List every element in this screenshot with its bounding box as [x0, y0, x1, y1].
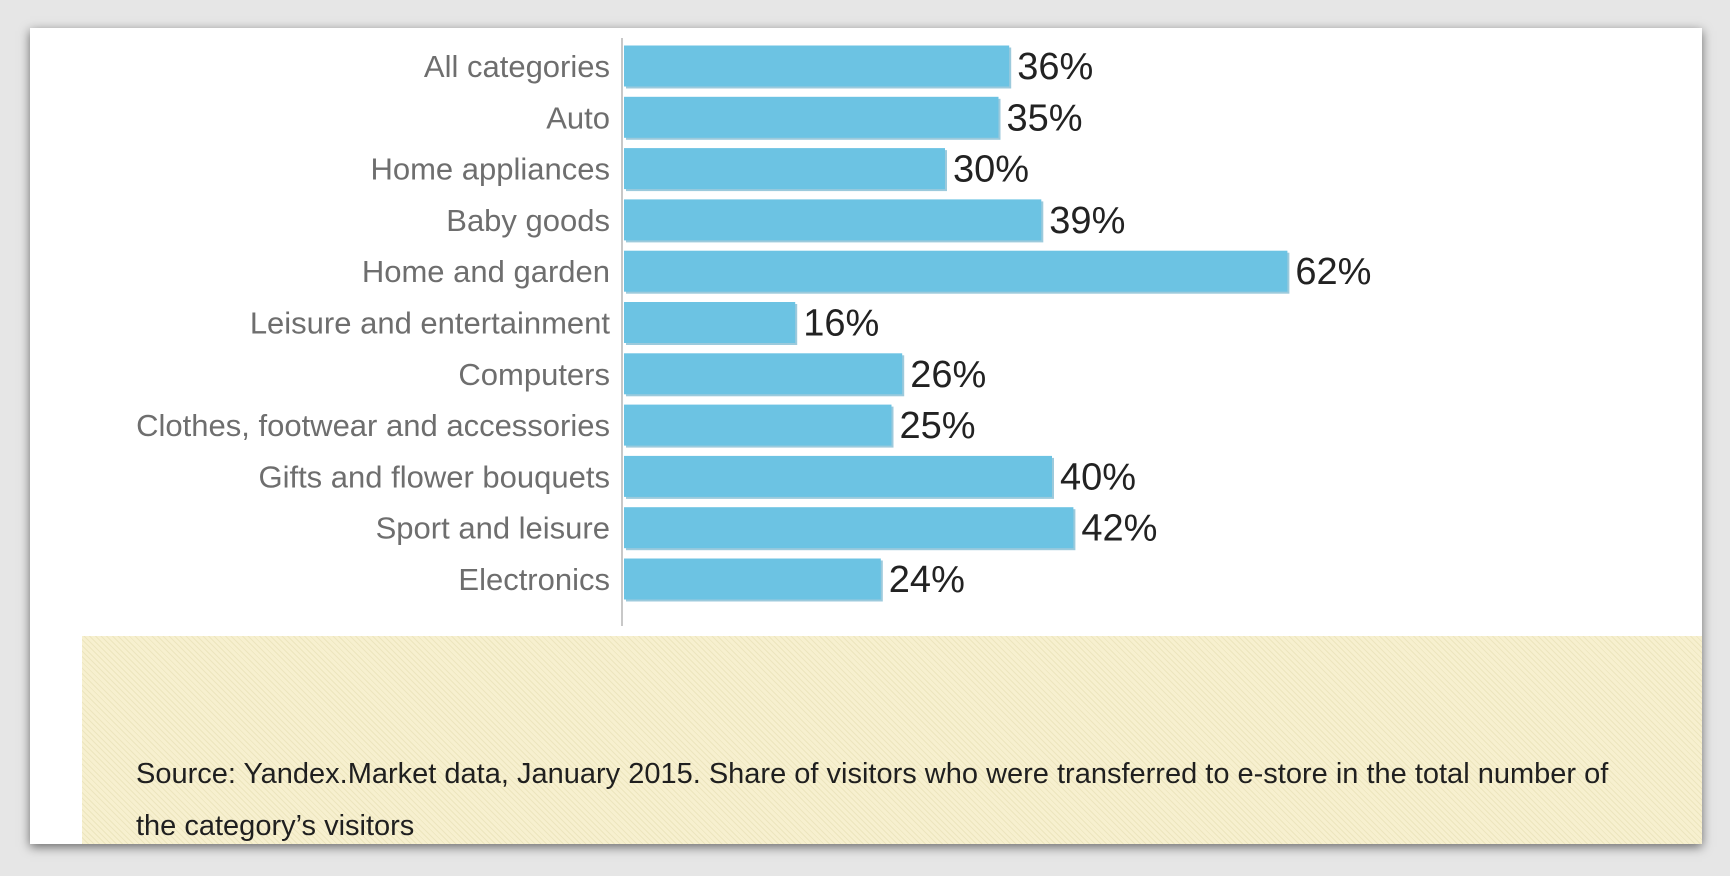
value-label: 30%: [953, 149, 1029, 191]
bar: [624, 404, 892, 446]
category-label: Gifts and flower bouquets: [258, 459, 610, 494]
bar: [624, 45, 1010, 87]
value-label: 24%: [889, 559, 965, 601]
bar: [624, 558, 881, 600]
value-label: 62%: [1295, 251, 1371, 293]
category-label: All categories: [424, 49, 610, 84]
source-note: Source: Yandex.Market data, January 2015…: [136, 758, 1609, 842]
category-label: Sport and leisure: [376, 511, 610, 546]
bar: [624, 455, 1052, 497]
value-label: 40%: [1060, 456, 1136, 498]
value-label: 35%: [1007, 97, 1083, 139]
category-label: Home and garden: [362, 254, 610, 289]
bar: [624, 96, 999, 138]
category-label: Computers: [458, 357, 610, 392]
value-label: 36%: [1017, 46, 1093, 88]
category-label: Electronics: [458, 562, 610, 597]
value-label: 42%: [1081, 508, 1157, 550]
bar: [624, 302, 796, 343]
bars-group: All categories 36% Auto 35% Home appliances 3…: [136, 45, 1371, 602]
chart-card: All categories 36% Auto 35% Home appliances 3…: [30, 28, 1702, 844]
bar: [624, 353, 903, 395]
category-label: Home appliances: [370, 152, 610, 187]
category-label: Leisure and entertainment: [250, 306, 611, 341]
value-label: 16%: [803, 303, 879, 345]
value-label: 25%: [900, 405, 976, 447]
category-label: Clothes, footwear and accessories: [136, 408, 610, 443]
value-label: 26%: [910, 354, 986, 396]
category-label: Auto: [546, 100, 610, 135]
category-label: Baby goods: [446, 203, 610, 238]
source-note-box: Source: Yandex.Market data, January 2015…: [82, 636, 1702, 844]
bar-chart: All categories 36% Auto 35% Home appliances 3…: [136, 38, 1371, 626]
bar: [624, 148, 945, 190]
bar: [624, 250, 1288, 292]
value-label: 39%: [1049, 200, 1125, 242]
bar: [624, 199, 1042, 241]
bar: [624, 507, 1074, 549]
